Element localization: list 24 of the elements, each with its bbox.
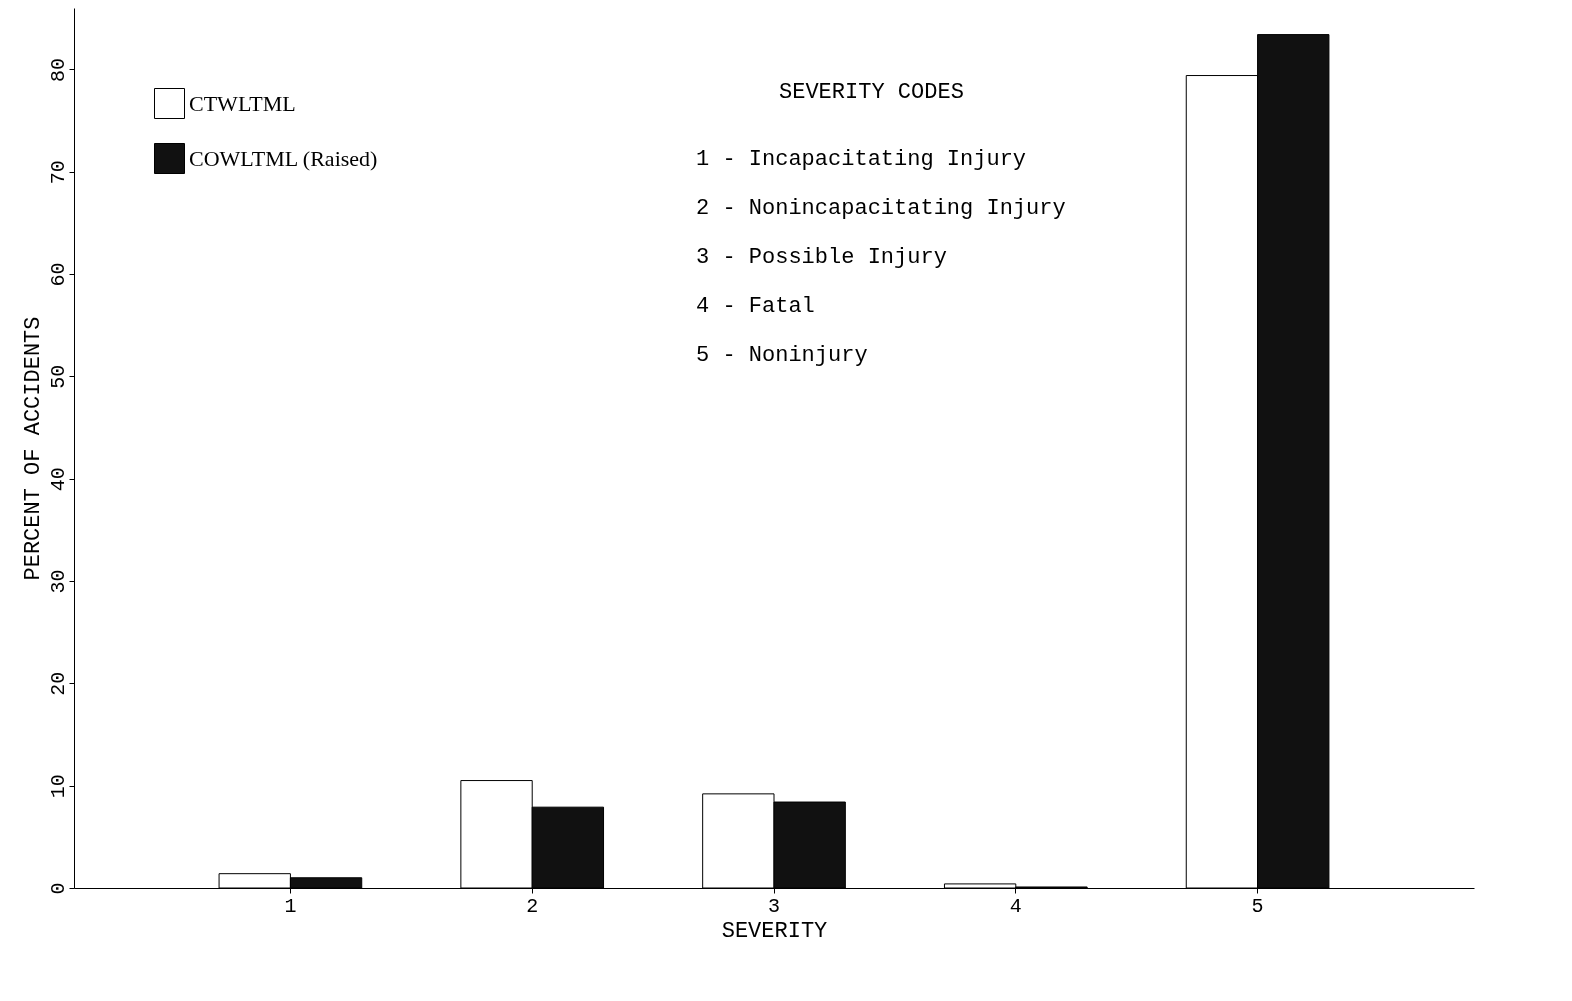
y-tick-label: 40: [46, 467, 70, 492]
y-tick-label: 70: [46, 160, 70, 185]
legend-label: CTWLTML: [189, 90, 296, 116]
annotation: 4 - Fatal: [696, 294, 815, 319]
y-tick-label: 20: [46, 671, 70, 696]
x-tick-label: 3: [767, 894, 781, 918]
x-axis-title: SEVERITY: [721, 918, 828, 944]
x-tick-label: 2: [526, 894, 539, 918]
annotation: 3 - Possible Injury: [696, 245, 947, 270]
y-tick-label: 60: [46, 262, 70, 287]
annotation: SEVERITY CODES: [779, 80, 964, 105]
annotation: 5 - Noninjury: [696, 343, 868, 368]
y-tick-label: 10: [46, 774, 70, 799]
y-tick-label: 50: [46, 364, 70, 389]
y-tick-label: 30: [46, 569, 70, 594]
annotation: 1 - Incapacitating Injury: [696, 147, 1027, 172]
y-tick-label: 0: [46, 882, 70, 895]
x-tick-label: 5: [1251, 894, 1264, 918]
y-tick-label: 80: [46, 57, 70, 82]
annotation: 2 - Nonincapacitating Injury: [696, 196, 1066, 221]
x-tick-label: 4: [1009, 894, 1022, 918]
x-tick-label: 1: [284, 894, 297, 918]
legend-label: COWLTML (Raised): [189, 145, 378, 171]
y-axis-title: PERCENT OF ACCIDENTS: [20, 316, 46, 581]
